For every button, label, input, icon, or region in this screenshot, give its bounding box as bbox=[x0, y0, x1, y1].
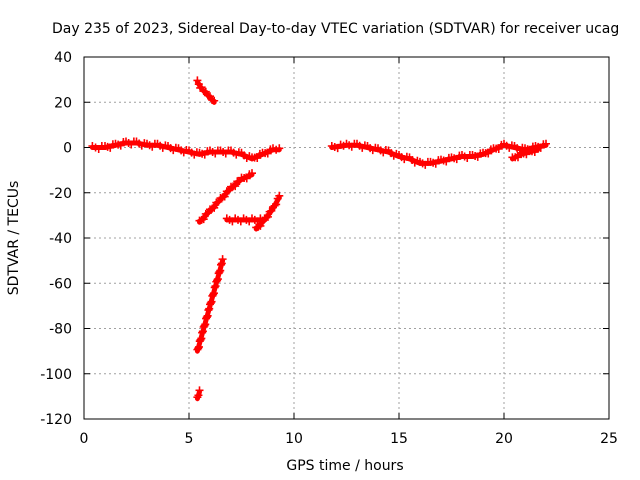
y-tick-label: -40 bbox=[49, 231, 72, 247]
x-tick-label: 5 bbox=[185, 431, 194, 447]
data-point bbox=[533, 144, 542, 153]
data-point bbox=[218, 255, 227, 264]
data-point bbox=[231, 182, 240, 191]
series-arc-main-1 bbox=[88, 137, 284, 163]
series-arc-low bbox=[193, 386, 204, 402]
data-point bbox=[256, 221, 265, 230]
data-point bbox=[220, 192, 229, 201]
data-point bbox=[195, 386, 204, 395]
x-tick-label: 25 bbox=[600, 431, 618, 447]
data-point bbox=[514, 153, 522, 162]
y-tick-label: -20 bbox=[49, 186, 72, 202]
series-arc-tail bbox=[508, 144, 542, 162]
y-tick-label: -80 bbox=[49, 322, 72, 338]
data-point bbox=[194, 391, 203, 400]
data-point bbox=[484, 149, 493, 158]
series-arc-steep bbox=[193, 255, 227, 354]
data-series bbox=[88, 76, 550, 402]
data-point bbox=[210, 203, 219, 212]
y-tick-label: -60 bbox=[49, 276, 72, 292]
data-point bbox=[263, 212, 272, 221]
y-axis-title: SDTVAR / TECUs bbox=[6, 181, 22, 296]
data-point bbox=[248, 169, 256, 178]
x-tick-label: 15 bbox=[390, 431, 408, 447]
data-point bbox=[275, 144, 284, 153]
y-tick-label: 20 bbox=[54, 95, 72, 111]
data-point bbox=[199, 215, 208, 224]
y-tick-label: 0 bbox=[63, 141, 72, 157]
data-point bbox=[494, 145, 503, 153]
y-tick-label: 40 bbox=[54, 50, 72, 66]
data-point bbox=[193, 76, 202, 85]
x-tick-label: 0 bbox=[80, 431, 89, 447]
series-arc-high bbox=[193, 76, 219, 105]
data-point bbox=[242, 174, 251, 183]
series-arc-main-2 bbox=[327, 139, 550, 169]
series-arc-diag-2 bbox=[252, 191, 284, 232]
data-point bbox=[263, 149, 272, 158]
data-point bbox=[270, 201, 279, 210]
y-tick-label: -120 bbox=[40, 412, 72, 428]
grid bbox=[84, 57, 609, 419]
series-arc-diag-1 bbox=[195, 169, 256, 225]
chart-title: Day 235 of 2023, Sidereal Day-to-day VTE… bbox=[52, 21, 619, 37]
data-point bbox=[275, 191, 284, 200]
x-tick-label: 20 bbox=[495, 431, 513, 447]
y-tick-label: -100 bbox=[40, 367, 72, 383]
x-tick-label: 10 bbox=[285, 431, 303, 447]
data-point bbox=[267, 206, 276, 215]
data-point bbox=[253, 154, 262, 163]
axis-ticks: 0 5 10 15 20 25 -120 -100 -80 -60 -40 -20 0 20 40 bbox=[40, 50, 618, 447]
data-point bbox=[272, 200, 281, 209]
data-point bbox=[210, 96, 219, 105]
x-axis-title: GPS time / hours bbox=[286, 458, 403, 474]
data-point bbox=[542, 139, 550, 148]
